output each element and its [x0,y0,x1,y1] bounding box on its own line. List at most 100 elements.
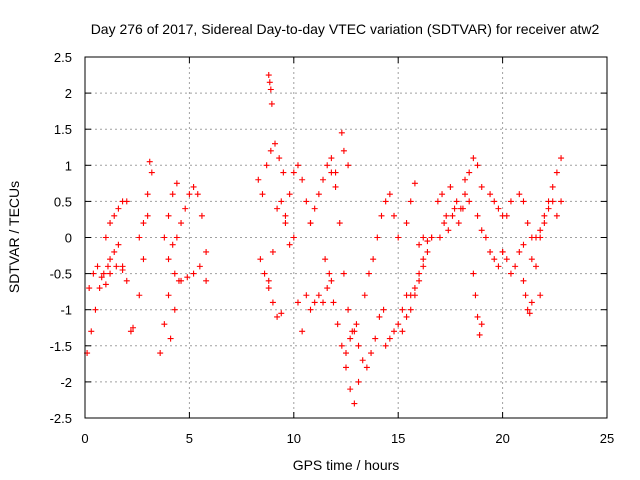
data-point [311,299,318,306]
data-point [453,198,460,205]
data-point [328,169,335,176]
data-point [487,191,494,198]
data-point [363,364,370,371]
data-point [96,285,103,292]
data-point [351,328,358,335]
data-point [104,263,111,270]
data-point [115,241,122,248]
data-point [178,220,185,227]
data-point [395,234,402,241]
data-point [386,335,393,342]
data-point [328,155,335,162]
data-point [411,285,418,292]
data-point [282,212,289,219]
data-point [343,350,349,357]
data-point [146,158,153,165]
data-point [524,306,531,313]
data-point [372,335,379,342]
data-point [203,248,210,255]
data-point [294,162,301,169]
data-point [462,176,469,183]
y-tick-label: -2 [60,375,72,390]
data-point [382,342,389,349]
y-tick-label: -1 [60,303,72,318]
data-point [169,241,176,248]
data-point [311,205,318,212]
data-point [286,241,293,248]
data-point [86,285,93,292]
data-point [324,285,331,292]
chart-title: Day 276 of 2017, Sidereal Day-to-day VTE… [91,21,600,37]
data-point [186,191,193,198]
data-point [161,234,168,241]
y-tick-label: 1 [65,158,72,173]
data-point [338,129,345,136]
data-point [528,256,535,263]
data-point [307,306,314,313]
data-point [307,220,314,227]
data-point [522,292,529,299]
data-point [276,155,283,162]
data-point [274,205,281,212]
data-point [272,140,279,147]
data-point [495,263,502,270]
data-point [190,183,197,190]
data-point [140,220,147,227]
data-point [165,292,172,299]
data-point [338,342,345,349]
data-point [455,220,462,227]
data-point [148,169,155,176]
data-point [472,292,479,299]
data-point [267,147,274,154]
data-point [92,306,99,313]
data-point [466,169,473,176]
data-point [347,335,354,342]
data-point [395,321,402,328]
data-point [355,342,362,349]
data-point [391,328,398,335]
data-point [524,220,531,227]
data-point [378,212,385,219]
data-point [491,256,498,263]
data-point [315,292,322,299]
data-point [322,256,329,263]
data-point [299,176,306,183]
data-point [102,234,109,241]
data-point [265,285,272,292]
data-point [424,248,431,255]
y-tick-label: 0 [65,231,72,246]
data-point [299,328,306,335]
data-point [345,162,352,169]
data-point [499,248,506,255]
data-point [533,263,540,270]
grid-lines [85,57,607,418]
data-point [386,191,393,198]
data-point [407,306,414,313]
data-point [503,256,510,263]
x-tick-label: 15 [391,431,405,446]
data-point [439,191,446,198]
data-point [303,198,310,205]
data-point [328,277,335,284]
data-point [282,220,289,227]
data-point [476,331,483,338]
data-points [84,72,565,407]
data-point [470,155,477,162]
y-axis-label: SDTVAR / TECUs [6,181,22,293]
data-point [102,281,109,288]
x-axis-ticks: 0 5 10 15 20 25 [81,57,614,446]
data-point [553,169,560,176]
data-point [549,183,556,190]
data-point [326,270,333,277]
data-point [98,274,105,281]
data-point [182,205,189,212]
data-point [365,270,372,277]
data-point [420,234,427,241]
y-tick-label: -1.5 [50,339,72,354]
y-tick-label: 2 [65,86,72,101]
data-point [274,313,281,320]
data-point [411,180,418,187]
data-point [303,292,310,299]
x-tick-label: 20 [495,431,509,446]
data-point [457,205,464,212]
